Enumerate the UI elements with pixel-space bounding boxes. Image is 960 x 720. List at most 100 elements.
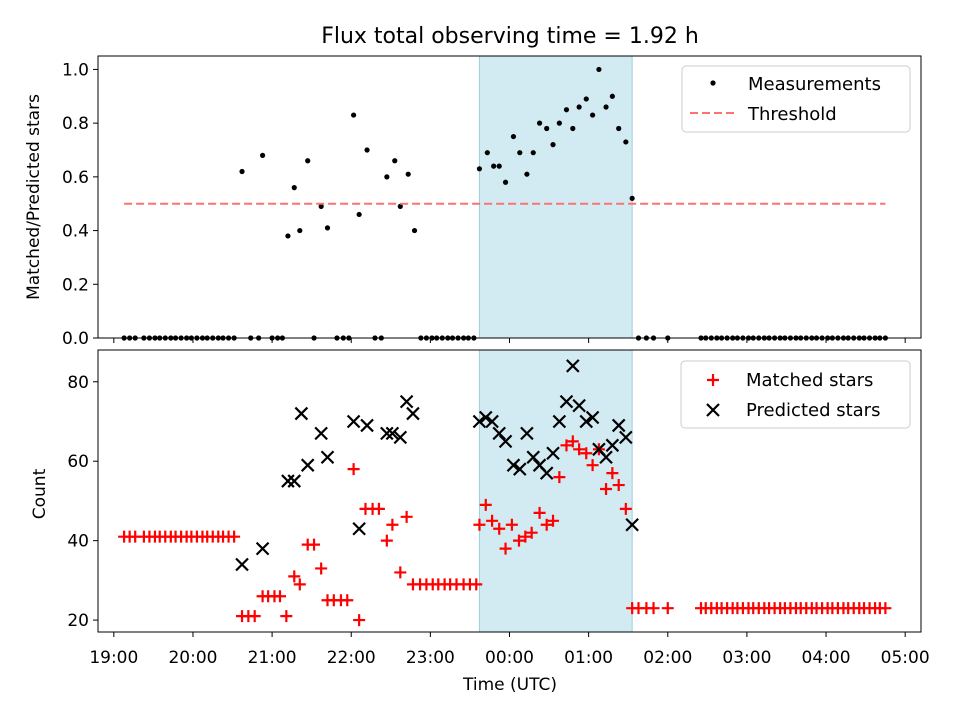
matched-stars-point	[661, 602, 674, 615]
predicted-stars-point	[585, 410, 600, 425]
measurement-point	[570, 125, 576, 132]
matched-stars-point	[380, 534, 393, 547]
matched-stars-point	[525, 526, 538, 539]
count-legend: Matched stars Predicted stars	[680, 360, 911, 429]
measurement-point	[623, 139, 629, 145]
legend-matched-marker	[707, 374, 719, 386]
legend-measurements-marker	[710, 80, 716, 86]
x-tick-label: 00:00	[485, 648, 534, 668]
x-tick-label: 05:00	[881, 648, 930, 668]
matched-stars-point	[612, 479, 625, 492]
predicted-stars-point	[478, 410, 493, 425]
measurement-point	[484, 150, 490, 156]
matched-stars-point	[879, 602, 892, 615]
predicted-stars-point	[513, 462, 527, 476]
ratio-legend: Measurements Threshold	[681, 65, 911, 133]
count-panel: 20 40 60 80 19:00 20:00 21:00 22:00 23:00 00:00 0…	[30, 349, 930, 695]
measurement-point	[510, 133, 517, 140]
measurement-point	[603, 104, 609, 110]
measurement-point	[583, 96, 589, 102]
legend-predicted-label: Predicted stars	[746, 400, 880, 421]
measurement-point	[397, 203, 403, 209]
ratio-panel: 0.0 0.2 0.4 0.6 0.8 1.0 Flux total observing …	[24, 24, 922, 349]
measurement-point	[589, 112, 596, 118]
x-tick-label: 20:00	[168, 648, 217, 668]
matched-stars-point	[347, 463, 360, 476]
matched-stars-point	[486, 514, 499, 527]
predicted-stars-point	[572, 398, 586, 413]
measurement-point	[291, 185, 297, 191]
predicted-stars-point	[546, 446, 560, 461]
predicted-stars-point	[492, 426, 506, 441]
matched-stars-point	[228, 530, 241, 543]
matched-stars-point	[519, 530, 532, 543]
measurement-point	[411, 227, 418, 234]
matched-stars-point	[470, 578, 483, 591]
matched-stars-point	[540, 518, 553, 531]
predicted-stars-point	[380, 426, 394, 441]
matched-stars-point	[573, 443, 586, 456]
measurement-point	[496, 163, 502, 169]
matched-stars-point	[315, 562, 328, 575]
measurement-point	[239, 168, 245, 175]
y-tick-label: 0.0	[62, 329, 89, 349]
matched-stars-point	[647, 602, 660, 615]
measurement-point	[556, 120, 562, 126]
matched-stars-point	[600, 483, 613, 496]
predicted-stars-point	[566, 359, 580, 373]
y-tick-label: 60	[67, 452, 89, 472]
y-tick-label: 0.6	[62, 168, 89, 188]
ratio-y-ticks: 0.0 0.2 0.4 0.6 0.8 1.0	[62, 60, 98, 349]
predicted-stars-point	[599, 450, 613, 465]
matched-stars-point	[293, 578, 306, 591]
predicted-stars-point	[552, 414, 567, 429]
predicted-stars-point	[498, 434, 513, 449]
matched-stars-point	[499, 542, 512, 555]
matched-stars-point	[386, 518, 399, 531]
x-tick-label: 22:00	[327, 648, 376, 668]
predicted-stars-point	[625, 517, 639, 532]
measurement-point	[324, 225, 331, 231]
x-tick-label: 04:00	[802, 648, 851, 668]
y-tick-label: 0.2	[62, 275, 89, 295]
ratio-legend-box	[681, 65, 911, 133]
legend-predicted-marker	[706, 403, 720, 417]
predicted-stars-point	[352, 521, 366, 536]
count-series-group	[118, 359, 892, 627]
predicted-stars-point	[399, 394, 414, 409]
legend-threshold-label: Threshold	[747, 104, 837, 125]
measurement-point	[318, 203, 324, 209]
legend-matched-label: Matched stars	[746, 370, 873, 391]
measurement-point	[629, 195, 635, 201]
measurement-point	[544, 125, 550, 132]
measurement-point	[550, 142, 556, 148]
legend-measurements-label: Measurements	[748, 74, 881, 95]
measurement-point	[502, 179, 509, 185]
matched-stars-point	[248, 610, 261, 623]
count-legend-box	[680, 360, 911, 429]
matched-stars-point	[473, 518, 486, 531]
measurement-point	[563, 107, 570, 113]
predicted-stars-point	[485, 414, 499, 429]
matched-stars-point	[493, 522, 506, 535]
ratio-y-axis-label: Matched/Predicted stars	[24, 94, 44, 300]
measurement-point	[297, 227, 303, 234]
measurement-point	[524, 171, 530, 177]
matched-stars-point	[341, 594, 354, 607]
measurement-point	[476, 166, 483, 172]
predicted-stars-point	[235, 557, 249, 572]
matched-stars-point	[553, 471, 566, 484]
y-tick-label: 0.4	[62, 222, 89, 242]
matched-stars-point	[288, 570, 301, 583]
predicted-stars-point	[579, 414, 594, 429]
predicted-stars-point	[393, 430, 408, 445]
predicted-stars-point	[360, 418, 374, 433]
measurement-point	[609, 93, 615, 99]
matched-stars-point	[505, 518, 518, 531]
ratio-x-ticks	[113, 338, 906, 343]
measurement-point	[616, 125, 622, 132]
matched-stars-point	[619, 502, 632, 515]
matched-stars-point	[280, 610, 293, 623]
matched-stars-point	[400, 510, 413, 523]
chart-title: Flux total observing time = 1.92 h	[321, 24, 699, 49]
